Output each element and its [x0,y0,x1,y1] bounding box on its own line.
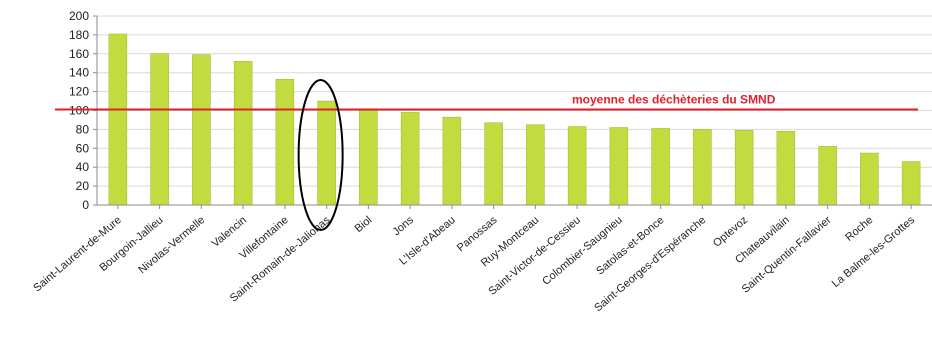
y-tick-label: 40 [76,160,90,174]
y-axis: 020406080100120140160180200 [69,9,98,212]
bar [693,129,712,206]
y-tick-label: 160 [69,47,89,61]
bar [317,100,336,206]
y-tick-label: 180 [69,28,89,42]
bars [108,33,921,206]
y-tick-label: 20 [76,179,90,193]
y-tick-label: 60 [76,141,90,155]
highlight-ellipse [297,79,344,231]
y-tick-label: 0 [82,198,89,212]
bar [526,124,545,206]
bar [651,128,670,206]
reference-line-group: moyenne des déchèteries du SMND [55,93,918,111]
bar [818,146,837,206]
x-category-label: Optevoz [711,214,750,250]
x-category-label: La Balme-les-Grottes [830,214,918,290]
bar [609,127,629,206]
x-category-label: Biol [353,214,375,235]
bar [442,116,462,206]
bar [150,53,169,206]
y-tick-label: 140 [69,66,89,80]
x-category-label: Colombier-Saugnieu [540,214,625,288]
bar [108,33,128,206]
bar [776,131,796,206]
x-category-label: Jons [391,214,417,238]
bar [567,126,587,206]
x-category-label: Valencin [210,214,249,250]
bar [359,110,378,206]
bar [734,130,754,206]
y-tick-label: 200 [69,9,89,23]
y-tick-label: 80 [76,122,90,136]
bar [901,161,921,206]
bar [860,152,879,206]
bar [192,54,211,206]
bar [400,112,420,206]
reference-line-label: moyenne des déchèteries du SMND [572,93,776,107]
bar [484,122,503,206]
y-tick-label: 120 [69,85,89,99]
x-category-label: Roche [843,214,875,244]
x-axis: Saint-Laurent-de-MureBourgoin-JallieuNiv… [31,204,932,314]
bar [233,61,253,206]
bar [275,79,295,206]
